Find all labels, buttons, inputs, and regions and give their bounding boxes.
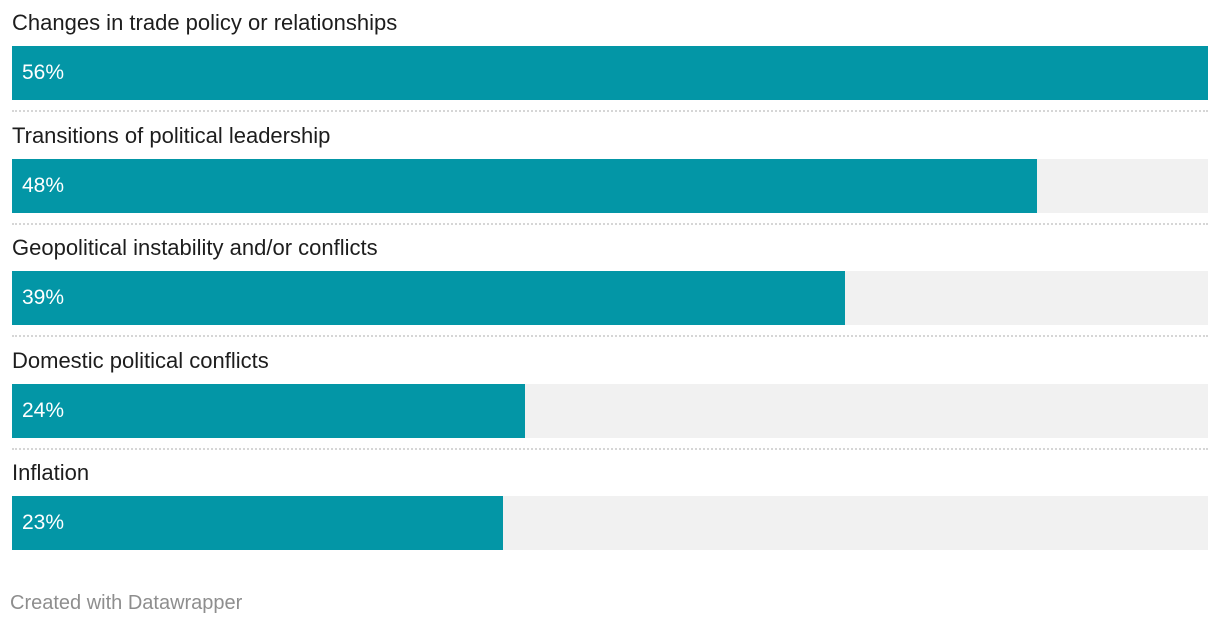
row-divider — [12, 335, 1208, 337]
bar-track: 23% — [12, 496, 1208, 550]
row-divider — [12, 110, 1208, 112]
value-label: 56% — [22, 61, 65, 84]
bar — [12, 46, 1208, 100]
chart-row: Inflation 23% — [12, 450, 1208, 562]
category-label: Geopolitical instability and/or conflict… — [12, 235, 378, 260]
value-label: 24% — [22, 398, 65, 422]
bar-track: 39% — [12, 271, 1208, 325]
category-label: Transitions of political leadership — [12, 122, 331, 148]
bar — [12, 383, 525, 438]
bar-track: 24% — [12, 383, 1208, 438]
category-label: Inflation — [12, 460, 90, 485]
row-divider — [12, 222, 1208, 225]
datawrapper-credit: Created with Datawrapper — [10, 592, 243, 614]
bar-track: 56% — [12, 46, 1208, 100]
row-divider — [12, 447, 1208, 450]
bar-track: 48% — [12, 158, 1208, 213]
bar — [12, 271, 845, 325]
category-label: Changes in trade policy or relationships — [12, 10, 398, 35]
chart-row: Transitions of political leadership 48% — [12, 113, 1208, 225]
chart-row: Changes in trade policy or relationships… — [12, 0, 1208, 112]
chart-row: Domestic political conflicts 24% — [12, 338, 1208, 450]
category-label: Domestic political conflicts — [12, 347, 269, 373]
value-label: 48% — [22, 173, 65, 197]
value-label: 23% — [22, 511, 65, 534]
chart-row: Geopolitical instability and/or conflict… — [12, 225, 1208, 337]
bar — [12, 158, 1038, 213]
value-label: 39% — [22, 286, 65, 309]
bar — [12, 496, 504, 550]
